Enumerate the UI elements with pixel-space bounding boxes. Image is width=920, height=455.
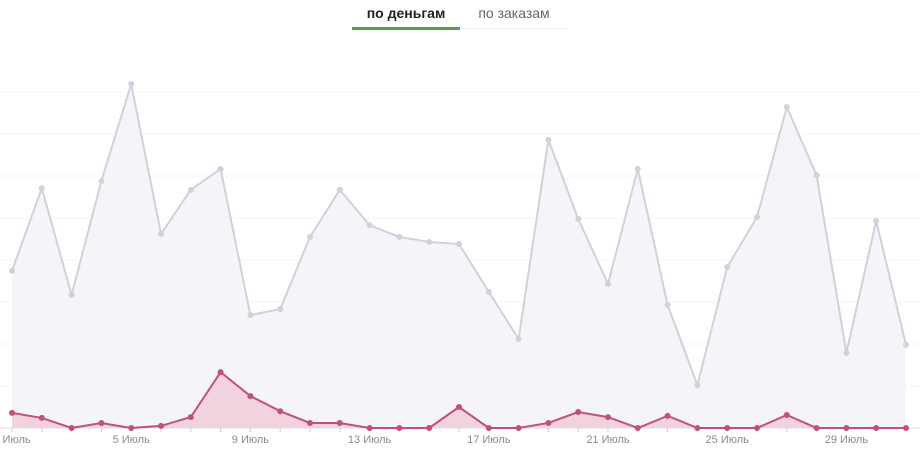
point — [68, 291, 75, 298]
point — [813, 172, 820, 179]
point — [396, 233, 403, 240]
point — [664, 412, 671, 419]
point — [694, 425, 701, 431]
point — [277, 306, 284, 313]
x-tick-label: 17 Июль — [467, 434, 511, 446]
point — [247, 312, 254, 319]
point — [98, 419, 105, 426]
point — [128, 425, 135, 431]
point — [605, 414, 611, 421]
point — [158, 230, 164, 237]
point — [515, 335, 522, 342]
point — [485, 425, 492, 431]
point — [873, 217, 880, 224]
point — [903, 425, 909, 431]
point — [336, 419, 343, 426]
point — [38, 414, 45, 421]
point — [754, 425, 760, 431]
tab[interactable]: по заказам — [478, 5, 550, 21]
point — [366, 425, 373, 431]
point — [277, 408, 284, 415]
x-tick-label: 5 Июль — [113, 434, 151, 446]
tab[interactable]: по деньгам — [352, 4, 460, 30]
x-tick-label: 21 Июль — [586, 434, 630, 446]
point — [187, 414, 194, 421]
point — [873, 425, 880, 431]
point — [843, 425, 850, 431]
point — [426, 238, 433, 245]
point — [575, 215, 582, 222]
point — [634, 165, 641, 172]
point — [605, 280, 611, 287]
point — [456, 404, 462, 410]
point — [783, 104, 790, 111]
point — [724, 425, 731, 431]
x-tick-label: 1 Июль — [0, 434, 31, 446]
point — [9, 409, 15, 416]
point — [783, 411, 790, 418]
point — [813, 425, 820, 431]
tab-divider — [352, 28, 568, 29]
point — [68, 425, 75, 431]
point — [634, 425, 641, 431]
point — [9, 267, 15, 274]
point — [158, 422, 164, 429]
point — [98, 178, 105, 185]
point — [38, 185, 45, 192]
point — [396, 425, 403, 431]
point — [724, 264, 731, 271]
point — [217, 165, 224, 172]
x-tick-label: 29 Июль — [825, 434, 869, 446]
point — [545, 419, 552, 426]
point — [307, 233, 313, 240]
point — [128, 81, 135, 88]
x-tick-label: 9 Июль — [232, 434, 270, 446]
point — [754, 214, 760, 221]
point — [307, 419, 313, 426]
point — [664, 301, 671, 308]
x-tick-label: 13 Июль — [348, 434, 392, 446]
point — [456, 241, 462, 248]
area-fill — [12, 84, 906, 429]
point — [426, 425, 433, 431]
point — [903, 341, 909, 348]
x-tick-label: 25 Июль — [706, 434, 750, 446]
point — [247, 393, 254, 400]
point — [843, 349, 850, 356]
point — [545, 136, 552, 143]
point — [336, 186, 343, 193]
area-fill — [12, 372, 906, 428]
point — [187, 186, 194, 193]
point — [694, 382, 701, 389]
point — [217, 369, 224, 376]
point — [485, 288, 492, 295]
point — [366, 222, 373, 229]
point — [515, 425, 522, 431]
point — [575, 409, 582, 416]
